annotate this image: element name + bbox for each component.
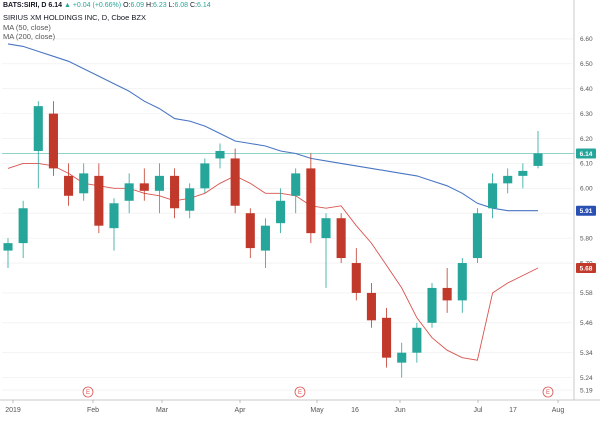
y-tick-label: 6.40 bbox=[580, 86, 593, 93]
candle-body[interactable] bbox=[124, 183, 134, 201]
chart-legend: SIRIUS XM HOLDINGS INC, D, Cboe BZX MA (… bbox=[3, 13, 146, 42]
price-badge bbox=[576, 148, 596, 159]
candle-body[interactable] bbox=[200, 163, 210, 189]
candle-body[interactable] bbox=[94, 175, 104, 226]
price-badge-label: 5.91 bbox=[580, 208, 593, 215]
y-tick-label: 6.00 bbox=[580, 186, 593, 193]
candle-body[interactable] bbox=[3, 243, 13, 251]
high-label: H: bbox=[146, 2, 154, 9]
candle-body[interactable] bbox=[366, 292, 376, 321]
candle-body[interactable] bbox=[109, 203, 119, 229]
price-change: ▲ +0.04 (+0.66%) bbox=[63, 2, 122, 9]
candle-body[interactable] bbox=[442, 287, 452, 301]
symbol-label: BATS:SIRI, D bbox=[3, 2, 47, 9]
y-tick-label: 6.30 bbox=[580, 111, 593, 118]
candle-body[interactable] bbox=[170, 175, 180, 209]
x-tick-label: May bbox=[310, 407, 324, 414]
candle-body[interactable] bbox=[397, 352, 407, 363]
candle-body[interactable] bbox=[336, 218, 346, 259]
candle-body[interactable] bbox=[230, 158, 240, 206]
candle-body[interactable] bbox=[33, 106, 43, 151]
candle-body[interactable] bbox=[18, 208, 28, 244]
y-tick-label: 6.50 bbox=[580, 61, 593, 68]
price-badge-label: 5.68 bbox=[580, 265, 593, 272]
low-label: L: bbox=[168, 2, 175, 9]
candle-body[interactable] bbox=[215, 150, 225, 159]
candle-body[interactable] bbox=[291, 173, 301, 196]
x-tick-label: 2019 bbox=[5, 407, 21, 414]
candle-body[interactable] bbox=[488, 183, 498, 209]
close-value: 6.14 bbox=[197, 2, 211, 9]
price-badge bbox=[576, 263, 596, 274]
candle-body[interactable] bbox=[503, 175, 513, 184]
header-bar: BATS:SIRI, D 6.14 ▲ +0.04 (+0.66%) O:6.0… bbox=[0, 0, 600, 11]
y-tick-label: 5.34 bbox=[580, 350, 593, 357]
close-label: C: bbox=[190, 2, 198, 9]
candle-body[interactable] bbox=[260, 225, 270, 251]
high-value: 6.23 bbox=[153, 2, 167, 9]
candle-body[interactable] bbox=[533, 153, 543, 166]
legend-ma50[interactable]: MA (50, close) bbox=[3, 22, 51, 32]
y-tick-label: 6.10 bbox=[580, 161, 593, 168]
candle-body[interactable] bbox=[64, 175, 74, 196]
candle-body[interactable] bbox=[276, 200, 286, 224]
candle-body[interactable] bbox=[472, 213, 482, 259]
candle-body[interactable] bbox=[427, 287, 437, 323]
candle-body[interactable] bbox=[154, 175, 164, 191]
earnings-marker-label: E bbox=[298, 390, 302, 396]
candle-body[interactable] bbox=[412, 327, 422, 353]
x-tick-label: Apr bbox=[235, 407, 247, 414]
candle-body[interactable] bbox=[245, 213, 255, 249]
earnings-marker-label: E bbox=[546, 390, 550, 396]
price-badge bbox=[576, 205, 596, 216]
y-tick-label: 5.46 bbox=[580, 320, 593, 327]
earnings-marker[interactable] bbox=[542, 386, 554, 398]
x-tick-label: 17 bbox=[509, 407, 517, 414]
candle-body[interactable] bbox=[306, 168, 316, 234]
y-tick-label: 5.58 bbox=[580, 290, 593, 297]
earnings-marker[interactable] bbox=[82, 386, 94, 398]
price-badge-label: 6.14 bbox=[580, 151, 593, 158]
y-tick-label: 5.24 bbox=[580, 375, 593, 382]
low-value: 6.08 bbox=[174, 2, 189, 9]
candle-body[interactable] bbox=[321, 218, 331, 239]
y-tick-label: 6.60 bbox=[580, 36, 593, 43]
ma200-line[interactable] bbox=[7, 43, 538, 212]
candle-body[interactable] bbox=[79, 173, 89, 194]
open-value: 6.09 bbox=[130, 2, 145, 9]
y-tick-label: 6.20 bbox=[580, 136, 593, 143]
legend-ma200[interactable]: MA (200, close) bbox=[3, 32, 56, 41]
candle-body[interactable] bbox=[457, 263, 467, 301]
x-tick-label: 16 bbox=[351, 407, 359, 414]
x-tick-label: Mar bbox=[156, 407, 169, 414]
candle-body[interactable] bbox=[139, 183, 149, 191]
candle-body[interactable] bbox=[48, 113, 58, 169]
legend-title: SIRIUS XM HOLDINGS INC, D, Cboe BZX bbox=[3, 13, 146, 22]
x-tick-label: Feb bbox=[87, 407, 99, 414]
earnings-marker-label: E bbox=[86, 390, 90, 396]
x-tick-label: Jul bbox=[474, 407, 483, 414]
y-tick-label: 5.80 bbox=[580, 235, 593, 242]
candle-body[interactable] bbox=[185, 188, 195, 211]
last-price: 6.14 bbox=[48, 2, 63, 9]
open-label: O: bbox=[123, 2, 131, 9]
candle-body[interactable] bbox=[518, 170, 528, 176]
ticker-line: BATS:SIRI, D 6.14 ▲ +0.04 (+0.66%) O:6.0… bbox=[3, 0, 211, 11]
candle-body[interactable] bbox=[351, 263, 361, 293]
x-tick-label: Jun bbox=[394, 407, 405, 414]
y-tick-label: 5.19 bbox=[580, 387, 593, 394]
x-tick-label: Aug bbox=[552, 407, 565, 414]
earnings-marker[interactable] bbox=[294, 386, 306, 398]
candle-body[interactable] bbox=[382, 317, 392, 358]
